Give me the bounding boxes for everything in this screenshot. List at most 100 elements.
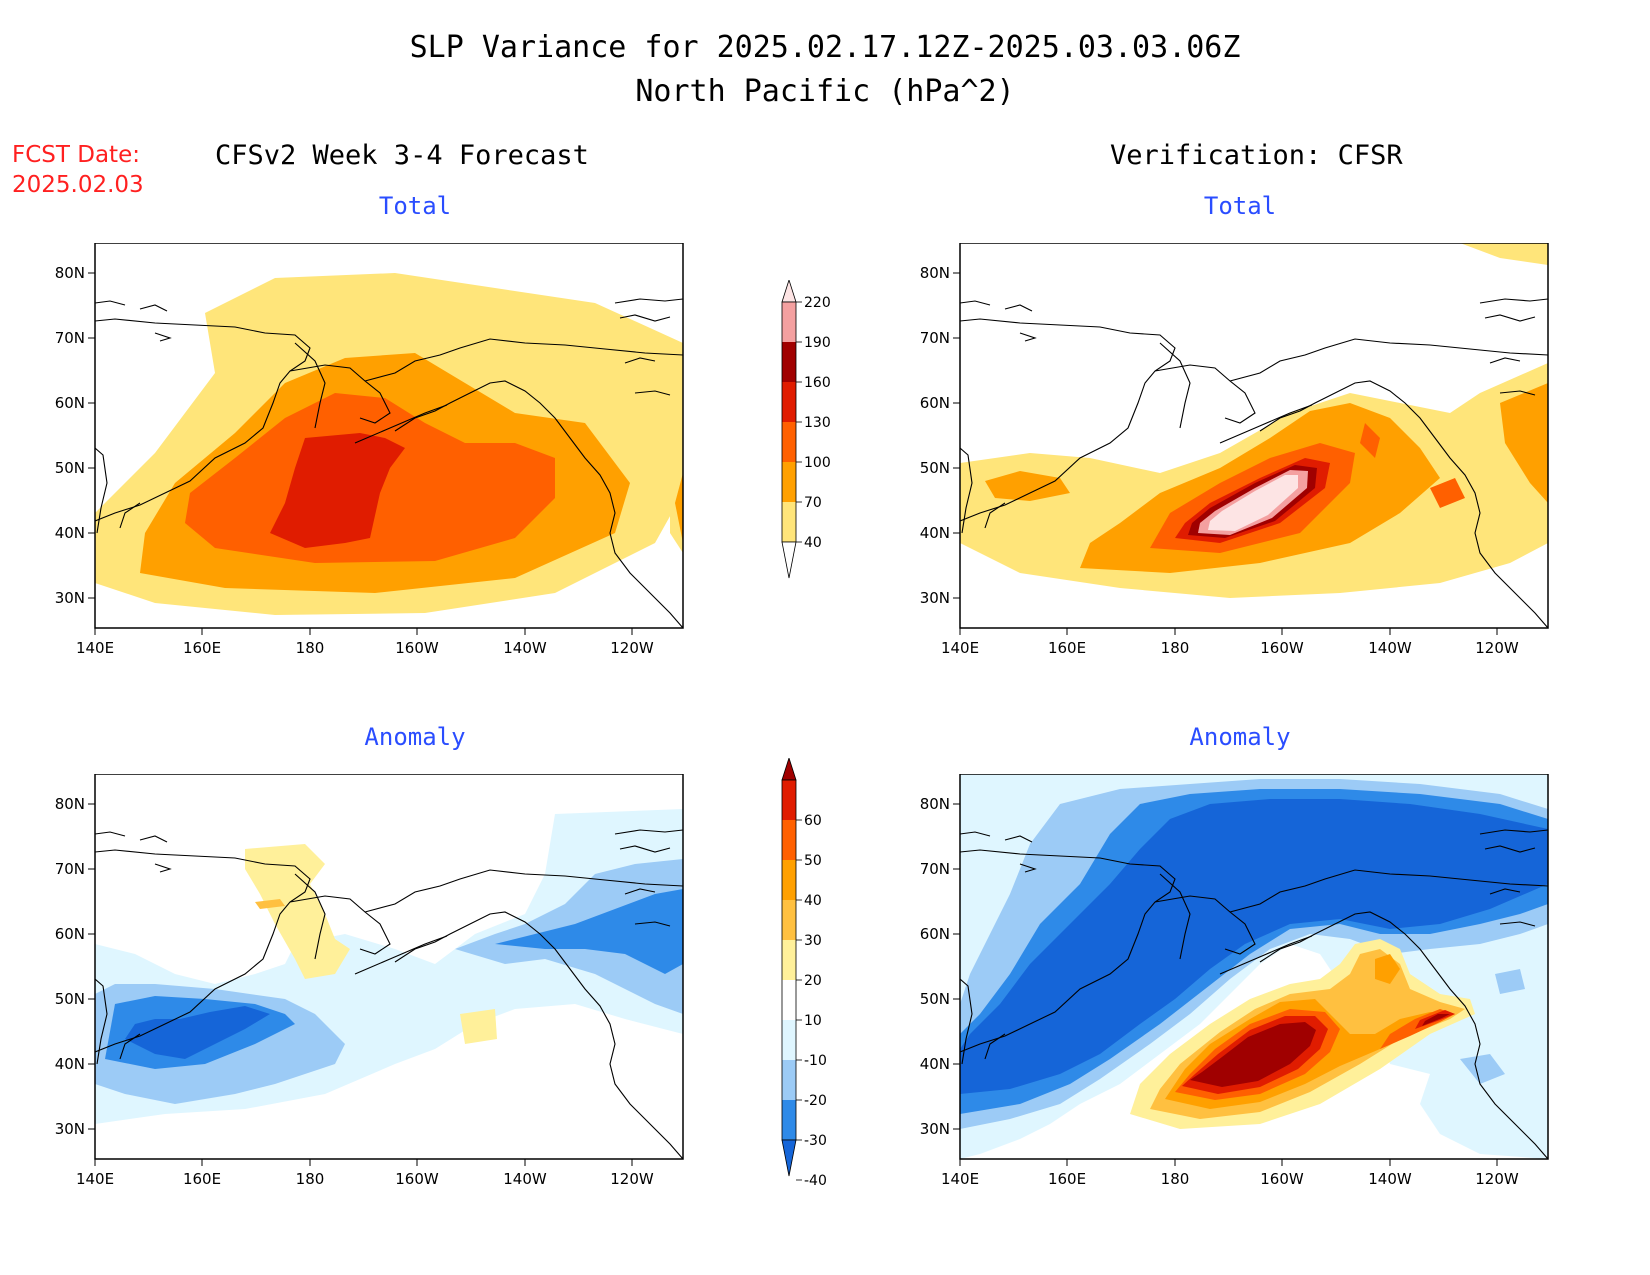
map-verif-anomaly: 140E 160E 180 160W 140W 120W 30N 40N 50N 60N 70N 80… (920, 774, 1549, 1188)
contour-fill (1190, 1022, 1316, 1087)
contour-fill (1430, 478, 1465, 508)
lon-tick-label: 120W (610, 639, 654, 657)
contour-fill (1375, 954, 1400, 984)
colorbar-swatch (782, 780, 796, 820)
colorbar-arrow-bottom (781, 541, 797, 579)
colorbar-swatch (782, 1060, 796, 1100)
contour-fill (1208, 475, 1298, 531)
lon-tick-label: 140E (941, 1170, 979, 1188)
lat-tick-label: 30N (920, 1120, 950, 1138)
colorbar-anomaly: 60 50 40 30 20 10 -10 -20 -30 -40 (781, 758, 827, 1189)
forecast-column-title: CFSv2 Week 3-4 Forecast (215, 140, 589, 171)
colorbar-level-label: -40 (804, 1173, 827, 1189)
lat-tick-label: 40N (55, 524, 85, 542)
sub-title: North Pacific (hPa^2) (635, 74, 1015, 109)
lat-tick-label: 30N (55, 589, 85, 607)
lon-tick-label: 180 (296, 639, 325, 657)
contour-fill (1360, 423, 1380, 458)
colorbar-swatch (782, 462, 796, 502)
colorbar-swatch (782, 1020, 796, 1060)
lon-tick-label: 120W (1475, 639, 1519, 657)
colorbar-level-label: -10 (804, 1053, 827, 1069)
lat-tick-label: 30N (55, 1120, 85, 1138)
colorbar-level-label: 10 (804, 1013, 822, 1029)
lon-tick-label: 160E (183, 639, 221, 657)
lat-tick-label: 80N (55, 795, 85, 813)
colorbar-arrow-bottom (781, 1139, 797, 1177)
colorbar-level-label: -30 (804, 1133, 827, 1149)
contour-fill (495, 889, 683, 974)
lon-tick-label: 140W (503, 639, 547, 657)
map-fcst-total: 140E 160E 180 160W 140W 120W 30N 40N 50N 60N 70N 80… (55, 243, 684, 657)
colorbar-swatch (782, 502, 796, 542)
lon-tick-label: 160W (1260, 639, 1304, 657)
contour-fill (960, 799, 1548, 1094)
lat-tick-label: 30N (920, 589, 950, 607)
lon-tick-label: 120W (610, 1170, 654, 1188)
lon-tick-label: 180 (296, 1170, 325, 1188)
verification-column-title: Verification: CFSR (1110, 140, 1403, 171)
main-title: SLP Variance for 2025.02.17.12Z-2025.03.… (409, 30, 1241, 65)
fcst-date-value: 2025.02.03 (12, 172, 144, 198)
colorbar-swatch (782, 900, 796, 940)
lat-tick-label: 70N (55, 329, 85, 347)
fcst-date-label: FCST Date: (12, 142, 140, 168)
lon-tick-label: 120W (1475, 1170, 1519, 1188)
lon-tick-label: 160W (1260, 1170, 1304, 1188)
lat-tick-label: 80N (920, 264, 950, 282)
colorbar-level-label: 130 (804, 415, 831, 431)
lon-tick-label: 140W (1368, 1170, 1412, 1188)
lat-tick-label: 50N (55, 990, 85, 1008)
lon-tick-label: 140W (1368, 639, 1412, 657)
colorbar-swatch (782, 382, 796, 422)
contour-fill (255, 899, 285, 909)
colorbar-level-label: 220 (804, 295, 831, 311)
lat-tick-label: 40N (920, 1055, 950, 1073)
lat-tick-label: 80N (920, 795, 950, 813)
panel-title-verif-anomaly: Anomaly (1189, 723, 1291, 751)
lat-tick-label: 70N (920, 860, 950, 878)
lon-tick-label: 180 (1161, 1170, 1190, 1188)
colorbar-level-label: -20 (804, 1093, 827, 1109)
lat-tick-label: 60N (920, 394, 950, 412)
colorbar-level-label: 60 (804, 813, 822, 829)
colorbar-swatch (782, 422, 796, 462)
contour-fill (1460, 1054, 1505, 1084)
lat-tick-label: 50N (920, 459, 950, 477)
colorbar-level-label: 20 (804, 973, 822, 989)
colorbar-level-label: 70 (804, 495, 822, 511)
contour-fill (245, 844, 350, 979)
contour-fill (1495, 969, 1525, 994)
contour-fill (460, 1009, 497, 1044)
colorbar-level-label: 30 (804, 933, 822, 949)
colorbar-level-label: 40 (804, 893, 822, 909)
lon-tick-label: 160W (395, 1170, 439, 1188)
lon-tick-label: 160W (395, 639, 439, 657)
colorbar-level-label: 40 (804, 535, 822, 551)
contour-fill (1460, 243, 1548, 265)
colorbar-swatch (782, 980, 796, 1020)
lon-tick-label: 140E (941, 639, 979, 657)
colorbar-swatch (782, 1100, 796, 1140)
lon-tick-label: 140E (76, 1170, 114, 1188)
lat-tick-label: 40N (920, 524, 950, 542)
colorbar-level-label: 100 (804, 455, 831, 471)
lon-tick-label: 180 (1161, 639, 1190, 657)
colorbar-arrow-top (781, 758, 797, 781)
map-fcst-anomaly: 140E 160E 180 160W 140W 120W 30N 40N 50N 60N 70N 80… (55, 774, 684, 1188)
contour-fill (270, 433, 405, 548)
contour-fill (985, 471, 1070, 501)
contour-fill (1500, 383, 1548, 503)
lat-tick-label: 70N (55, 860, 85, 878)
lat-tick-label: 80N (55, 264, 85, 282)
panel-title-fcst-total: Total (378, 192, 452, 220)
lon-tick-label: 140W (503, 1170, 547, 1188)
map-verif-total: 140E 160E 180 160W 140W 120W 30N 40N 50N 60N 70N 80… (920, 243, 1549, 657)
colorbar-swatch (782, 820, 796, 860)
lat-tick-label: 60N (920, 925, 950, 943)
colorbar-swatch (782, 342, 796, 382)
contour-fill (1422, 1014, 1450, 1026)
lon-tick-label: 160E (1048, 1170, 1086, 1188)
contour-fill (675, 473, 683, 543)
lat-tick-label: 60N (55, 925, 85, 943)
